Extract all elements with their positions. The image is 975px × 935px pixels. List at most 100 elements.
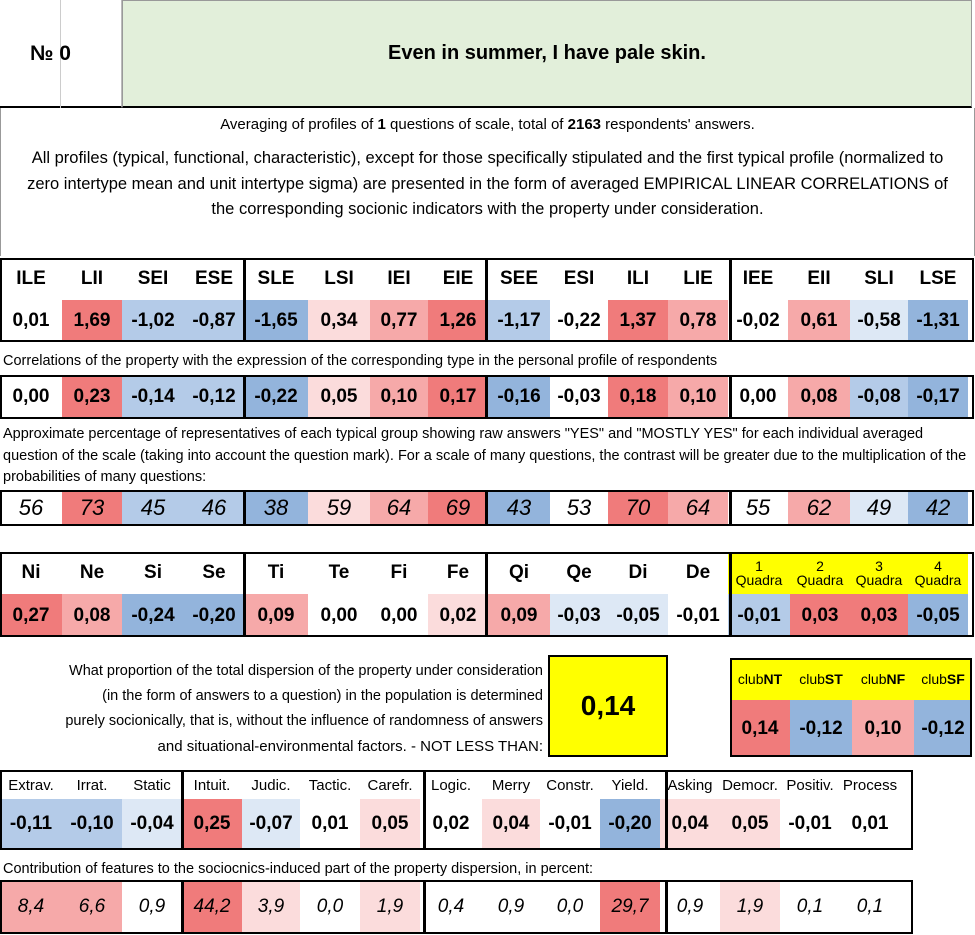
question-number: № 0 (30, 42, 71, 65)
correlation-note: Correlations of the property with the ex… (3, 353, 718, 369)
trait-contribution: 1,9 (720, 882, 780, 932)
function-label: Qi (508, 562, 530, 583)
trait-contribution: 6,6 (62, 882, 122, 932)
trait-contribution-row: 8,4 6,6 0,9 44,2 3,9 0,0 1,9 0,4 0,9 0,0 29,7 0,9 1,… (0, 882, 900, 932)
trait-label: Democr. (722, 777, 778, 794)
type-correlation-value: -0,17 (908, 375, 968, 419)
trait-label: Static (133, 777, 171, 794)
type-label: SEI (137, 268, 169, 289)
club-value: -0,12 (914, 700, 972, 757)
type-profile-value: -0,87 (184, 300, 244, 342)
club-header: club ST (790, 658, 852, 700)
function-value-row: 0,27 0,08 -0,24 -0,20 0,09 0,00 0,00 0,02 0,09 -0… (0, 594, 968, 637)
function-value: -0,03 (550, 594, 608, 637)
function-label: Fi (390, 562, 408, 583)
trait-value: -0,10 (62, 799, 122, 848)
type-correlation-value: -0,16 (488, 375, 550, 419)
type-percentage-value: 42 (908, 490, 968, 526)
trait-value: -0,11 (0, 799, 62, 848)
type-label: SLI (864, 268, 894, 289)
trait-value: -0,20 (600, 799, 660, 848)
trait-contribution: 0,9 (660, 882, 720, 932)
type-percentage-value: 45 (122, 490, 184, 526)
trait-value: 0,02 (420, 799, 482, 848)
percentage-note: Approximate percentage of representative… (3, 426, 967, 485)
type-percentage-value: 56 (0, 490, 62, 526)
quadra-value: -0,01 (728, 594, 790, 637)
function-value: 0,08 (62, 594, 122, 637)
quadra-label: Quadra (735, 572, 783, 588)
function-header-row: Ni Ne Si Se Ti Te Fi Fe Qi Qe Di De 1 Quadra 2 Quadra 3 Q… (0, 552, 968, 594)
trait-label: Positiv. (786, 777, 834, 794)
type-percentage-row: 56 73 45 46 38 59 64 69 43 53 70 64 55 62 49 42 (0, 490, 968, 526)
question-title: Even in summer, I have pale skin. (122, 0, 972, 108)
dispersion-value: 0,14 (548, 655, 668, 757)
trait-value: 0,04 (660, 799, 720, 848)
club-name: NF (886, 671, 906, 687)
trait-label: Tactic. (308, 777, 352, 794)
quadra-label: Quadra (855, 572, 903, 588)
club-name: NT (763, 671, 783, 687)
club-header: club NF (852, 658, 914, 700)
type-profile-value: 1,37 (608, 300, 668, 342)
type-percentage-value: 73 (62, 490, 122, 526)
type-label: SEE (499, 268, 539, 289)
type-profile-value: 0,77 (370, 300, 428, 342)
type-percentage-value: 43 (488, 490, 550, 526)
function-value: 0,02 (428, 594, 488, 637)
trait-label: Irrat. (76, 777, 108, 794)
quadra-label: Quadra (914, 572, 962, 588)
type-label: ILI (626, 268, 650, 289)
trait-value: 0,01 (840, 799, 900, 848)
trait-contribution: 1,9 (360, 882, 420, 932)
club-prefix: club (799, 671, 825, 687)
type-correlation-value: -0,03 (550, 375, 608, 419)
trait-value: -0,01 (780, 799, 840, 848)
type-correlation-value: -0,14 (122, 375, 184, 419)
function-value: -0,01 (668, 594, 728, 637)
trait-value: 0,05 (360, 799, 420, 848)
contribution-note: Contribution of features to the sociocni… (3, 861, 593, 877)
type-label: EII (807, 268, 831, 289)
profile-description: All profiles (typical, functional, chara… (27, 149, 948, 218)
type-profile-row: 0,01 1,69 -1,02 -0,87 -1,65 0,34 0,77 1,26 -1,17… (0, 300, 968, 342)
function-value: 0,00 (370, 594, 428, 637)
type-percentage-value: 38 (244, 490, 308, 526)
quadra-label: Quadra (796, 572, 844, 588)
type-correlation-value: 0,10 (668, 375, 728, 419)
type-header-row: ILE LII SEI ESE SLE LSI IEI EIE SEE ESI ILI LIE IEE E… (0, 258, 968, 300)
averaging-middle: questions of scale, total of (385, 116, 568, 133)
trait-contribution: 3,9 (242, 882, 300, 932)
function-value: -0,20 (184, 594, 244, 637)
type-label: ESE (194, 268, 234, 289)
type-correlation-value: 0,17 (428, 375, 488, 419)
trait-label: Judic. (251, 777, 291, 794)
type-profile-value: 0,61 (788, 300, 850, 342)
type-percentage-value: 64 (668, 490, 728, 526)
club-value: 0,14 (730, 700, 790, 757)
club-value-row: 0,14 -0,12 0,10 -0,12 (730, 700, 972, 757)
function-label: Se (202, 562, 226, 583)
type-profile-value: 0,78 (668, 300, 728, 342)
dispersion-note-line-2: (in the form of answers to a question) i… (102, 688, 543, 704)
club-header: club SF (914, 658, 972, 700)
quadra-header: 1 Quadra (728, 552, 790, 594)
function-value: 0,00 (308, 594, 370, 637)
trait-contribution: 0,1 (840, 882, 900, 932)
function-label: Fe (446, 562, 470, 583)
type-label: EIE (442, 268, 474, 289)
trait-label: Constr. (546, 777, 594, 794)
type-label: SLE (257, 268, 295, 289)
trait-label: Intuit. (193, 777, 231, 794)
club-value: 0,10 (852, 700, 914, 757)
club-value: -0,12 (790, 700, 852, 757)
trait-contribution: 8,4 (0, 882, 62, 932)
trait-value: -0,04 (122, 799, 182, 848)
type-correlation-value: 0,10 (370, 375, 428, 419)
type-label: ESI (563, 268, 595, 289)
quadra-header: 4 Quadra (908, 552, 968, 594)
type-correlation-value: 0,00 (728, 375, 788, 419)
trait-contribution: 29,7 (600, 882, 660, 932)
trait-header-row: Extrav. Irrat. Static Intuit. Judic. Tactic. C… (0, 772, 900, 799)
club-header-row: club NT club ST club NF club SF (730, 658, 972, 700)
